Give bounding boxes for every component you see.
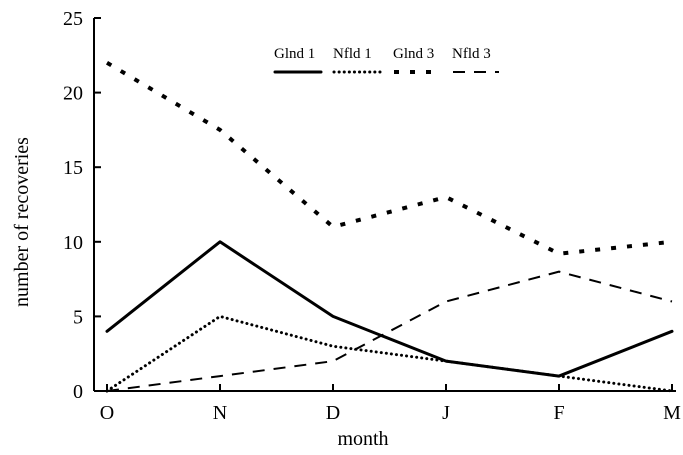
y-tick-label: 15 (63, 157, 83, 179)
legend-label: Nfld 1 (333, 46, 372, 62)
series-lines (105, 61, 674, 393)
y-tick-label: 0 (73, 381, 83, 403)
x-tick-label: J (442, 402, 450, 424)
y-axis-title: number of recoveries (11, 137, 33, 307)
y-tick-label: 5 (73, 306, 83, 328)
x-tick-label: N (213, 402, 227, 424)
x-tick-label: O (100, 402, 114, 424)
y-tick-label: 25 (63, 8, 83, 30)
series-line-glnd-3 (105, 61, 673, 256)
legend-label: Glnd 1 (274, 46, 315, 62)
series-line-nfld-3 (106, 270, 673, 392)
plot-area (93, 18, 676, 392)
legend-label: Nfld 3 (452, 46, 491, 62)
y-tick-label: 10 (63, 232, 83, 254)
legend-label: Glnd 3 (393, 46, 434, 62)
x-tick-label: D (326, 402, 340, 424)
x-tick-label: M (663, 402, 681, 424)
x-tick-label: F (553, 402, 564, 424)
legend: Glnd 1 Nfld 1 Glnd 3 Nfld 3 (273, 46, 499, 74)
series-line-glnd-1 (105, 240, 674, 378)
y-axis-ticks: 0 5 10 15 20 25 (63, 8, 101, 403)
x-axis-title: month (337, 428, 388, 450)
series-line-nfld-1 (105, 314, 674, 393)
y-tick-label: 20 (63, 83, 83, 105)
